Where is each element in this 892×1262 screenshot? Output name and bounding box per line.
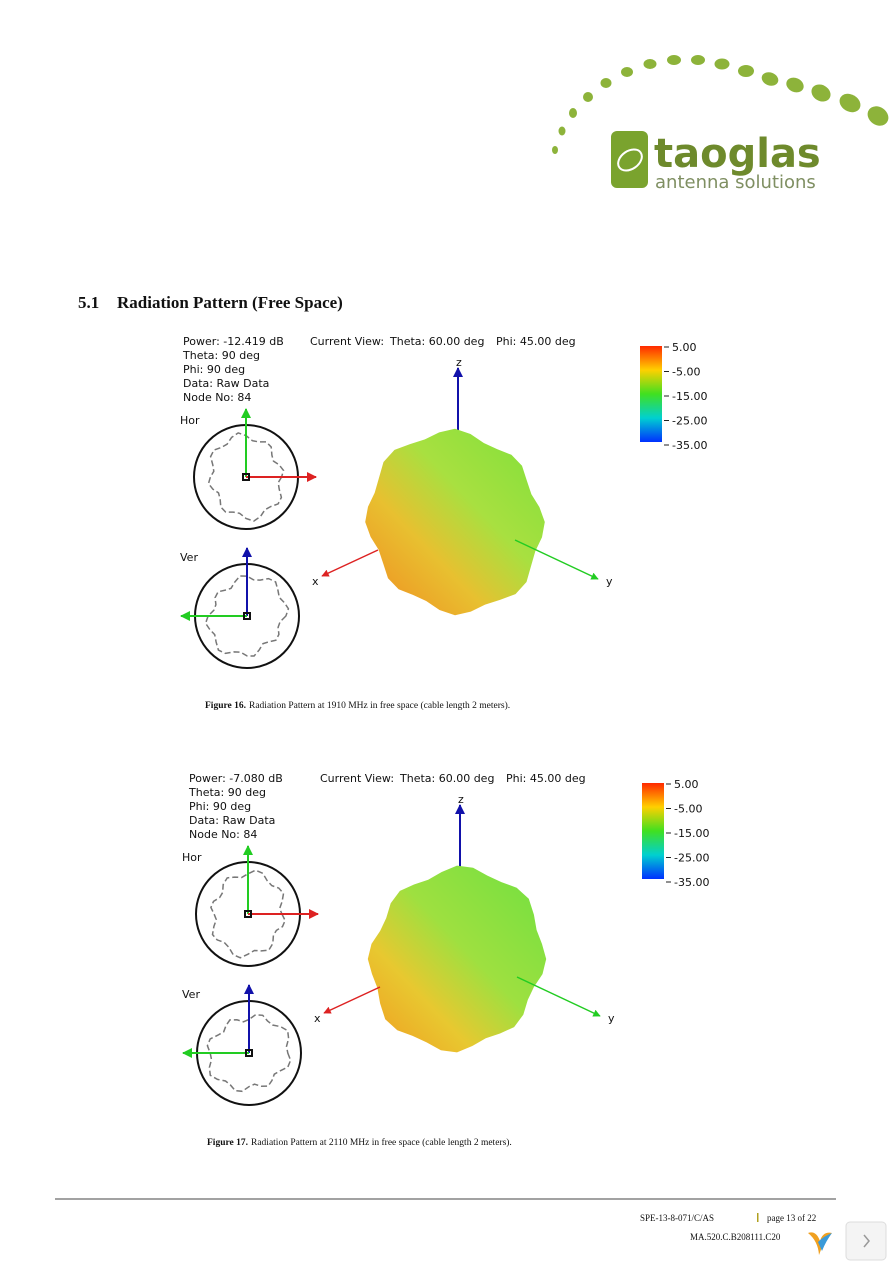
scale-label: -25.00 <box>672 415 707 428</box>
view-phi: Phi: 45.00 deg <box>496 335 576 348</box>
scale-label: -15.00 <box>672 390 707 403</box>
y-label: y <box>608 1012 615 1025</box>
info-line: Power: -7.080 dB <box>189 772 283 785</box>
footer-page: page 13 of 22 <box>767 1213 816 1223</box>
logo-dots <box>552 55 889 154</box>
origin <box>244 910 252 918</box>
info-line: Phi: 90 deg <box>183 363 245 376</box>
scale-label: -15.00 <box>674 827 709 840</box>
hor-label: Hor <box>180 414 200 427</box>
origin <box>245 1049 253 1057</box>
origin <box>243 612 251 620</box>
caption-text: Radiation Pattern at 1910 MHz in free sp… <box>249 700 510 711</box>
scale-label: -5.00 <box>672 366 700 379</box>
logo-mark <box>611 131 648 188</box>
view-theta: Theta: 60.00 deg <box>399 772 494 785</box>
colorbar <box>640 346 662 442</box>
scale-label: -5.00 <box>674 803 702 816</box>
logo: taoglas antenna solutions <box>552 55 889 193</box>
view-label: Current View: <box>320 772 394 785</box>
caption: Figure 17. Radiation Pattern at 2110 MHz … <box>207 1137 512 1148</box>
info-line: Theta: 90 deg <box>182 349 260 362</box>
footer-part: MA.520.C.B208111.C20 <box>690 1232 781 1242</box>
info-line: Node No: 84 <box>189 828 257 841</box>
ver-label: Ver <box>180 551 198 564</box>
scale-label: -35.00 <box>674 876 709 889</box>
caption: Figure 16. Radiation Pattern at 1910 MHz … <box>205 700 510 711</box>
view-label: Current View: <box>310 335 384 348</box>
view-theta: Theta: 60.00 deg <box>389 335 484 348</box>
caption-label: Figure 16. <box>205 701 246 711</box>
ver-label: Ver <box>182 988 200 1001</box>
hor-pattern <box>210 869 286 959</box>
y-axis <box>516 976 601 1017</box>
section-title: Radiation Pattern (Free Space) <box>117 293 343 312</box>
radiation-blob <box>367 865 547 1053</box>
origin <box>242 473 250 481</box>
view-phi: Phi: 45.00 deg <box>506 772 586 785</box>
x-axis <box>323 986 381 1014</box>
y-axis <box>514 539 599 580</box>
info-line: Theta: 90 deg <box>188 786 266 799</box>
footer-separator <box>757 1213 759 1222</box>
info-line: Phi: 90 deg <box>189 800 251 813</box>
x-label: x <box>314 1012 321 1025</box>
footer-doc-id: SPE-13-8-071/C/AS <box>640 1213 714 1223</box>
radiation-blob <box>365 428 545 616</box>
section-number: 5.1 <box>78 293 99 312</box>
info-line: Power: -12.419 dB <box>183 335 284 348</box>
x-axis <box>321 549 379 577</box>
scale-label: 5.00 <box>672 341 697 354</box>
ver-pattern <box>206 1013 292 1093</box>
y-label: y <box>606 575 613 588</box>
z-label: z <box>458 793 464 806</box>
scale-label: -35.00 <box>672 439 707 452</box>
hor-label: Hor <box>182 851 202 864</box>
x-label: x <box>312 575 319 588</box>
logo-name: taoglas <box>654 131 821 177</box>
overlay-icons[interactable] <box>800 1221 887 1261</box>
info-line: Node No: 84 <box>183 391 251 404</box>
scale-label: 5.00 <box>674 778 699 791</box>
caption-label: Figure 17. <box>207 1138 248 1148</box>
colorbar <box>642 783 664 879</box>
logo-tagline: antenna solutions <box>655 172 816 193</box>
ver-pattern <box>204 575 290 657</box>
z-label: z <box>456 356 462 369</box>
info-line: Data: Raw Data <box>183 377 269 390</box>
caption-text: Radiation Pattern at 2110 MHz in free sp… <box>251 1137 512 1148</box>
scale-label: -25.00 <box>674 852 709 865</box>
info-line: Data: Raw Data <box>189 814 275 827</box>
